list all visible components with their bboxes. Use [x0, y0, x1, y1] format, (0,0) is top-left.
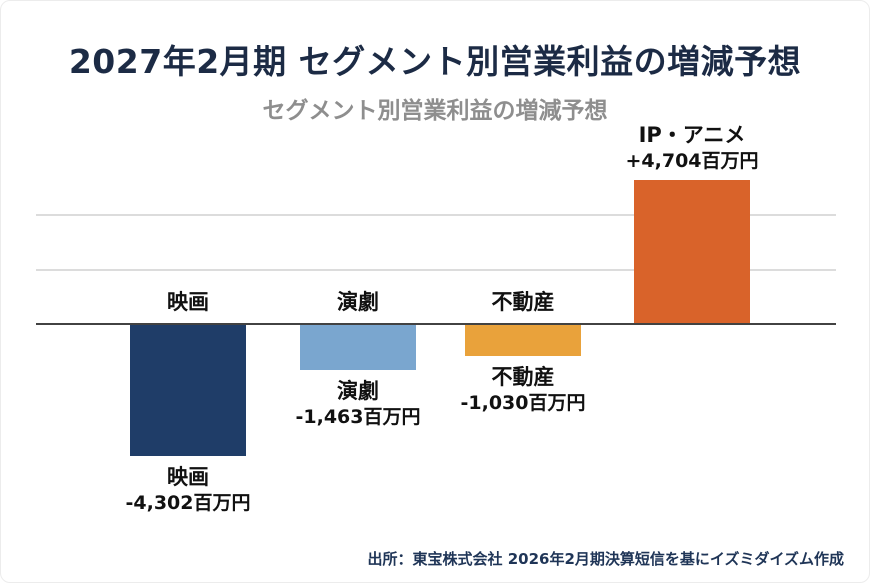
bar: [300, 325, 416, 370]
page-title: 2027年2月期 セグメント別営業利益の増減予想: [68, 42, 802, 81]
bar-value-amount: -4,302百万円: [125, 492, 251, 515]
bar-value-label: IP・アニメ +4,704百万円: [582, 122, 802, 174]
bar-value-category: IP・アニメ: [638, 122, 746, 147]
bar-chart-plot: 映画 映画 -4,302百万円 演劇 演劇 -1,463百万円 不動産 不動産 -1,030百万…: [36, 123, 836, 561]
bar: [465, 325, 581, 357]
bar-value-label: 演劇 -1,463百万円: [248, 378, 468, 430]
category-axis-label: 不動産: [491, 290, 555, 314]
bar-value-label: 不動産 -1,030百万円: [413, 364, 633, 416]
bar-value-category: 映画: [167, 465, 209, 490]
zero-axis-line: [36, 323, 836, 325]
gridline: [36, 214, 836, 216]
bar: [634, 179, 750, 323]
gridline: [36, 269, 836, 271]
bar: [130, 325, 246, 457]
category-axis-label: 映画: [167, 290, 209, 314]
chart-subtitle: セグメント別営業利益の増減予想: [262, 98, 608, 124]
category-axis-label: 演劇: [337, 290, 379, 314]
bar-value-label: 映画 -4,302百万円: [78, 464, 298, 516]
bar-value-amount: -1,463百万円: [295, 405, 421, 428]
bar-value-category: 不動産: [491, 365, 555, 390]
bar-value-amount: +4,704百万円: [625, 149, 759, 172]
bar-value-amount: -1,030百万円: [460, 392, 586, 415]
source-note: 出所：東宝株式会社 2026年2月期決算短信を基にイズミダイズム作成: [367, 550, 844, 568]
bar-value-category: 演劇: [337, 378, 379, 403]
